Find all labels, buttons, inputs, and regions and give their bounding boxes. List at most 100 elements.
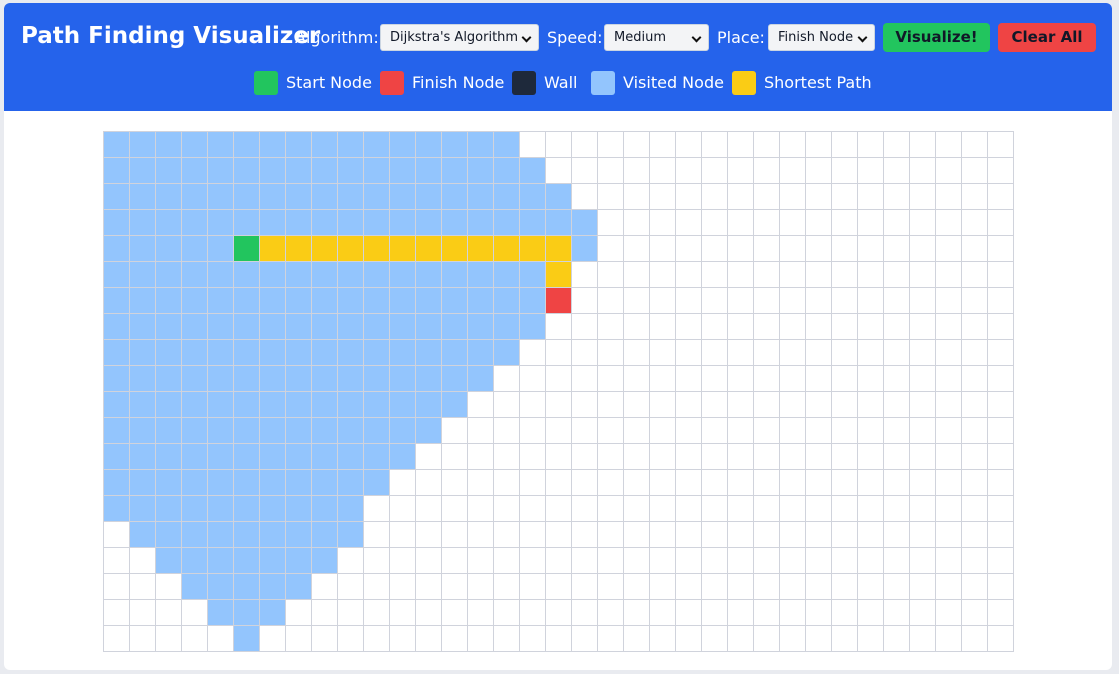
grid-cell[interactable]	[156, 522, 182, 548]
grid-cell[interactable]	[494, 262, 520, 288]
grid-cell[interactable]	[260, 522, 286, 548]
grid-cell[interactable]	[546, 314, 572, 340]
grid-cell[interactable]	[962, 262, 988, 288]
grid-cell[interactable]	[702, 548, 728, 574]
grid-cell[interactable]	[338, 262, 364, 288]
grid-cell[interactable]	[494, 366, 520, 392]
grid-cell[interactable]	[520, 288, 546, 314]
grid-cell[interactable]	[884, 600, 910, 626]
grid-cell[interactable]	[650, 340, 676, 366]
grid-cell[interactable]	[650, 496, 676, 522]
grid-cell[interactable]	[780, 626, 806, 652]
grid-cell[interactable]	[312, 236, 338, 262]
grid-cell[interactable]	[728, 392, 754, 418]
grid-cell[interactable]	[780, 314, 806, 340]
grid-cell[interactable]	[624, 522, 650, 548]
grid-cell[interactable]	[364, 158, 390, 184]
grid-cell[interactable]	[572, 574, 598, 600]
grid-cell[interactable]	[468, 340, 494, 366]
grid-cell[interactable]	[910, 366, 936, 392]
grid-cell[interactable]	[962, 314, 988, 340]
grid-cell[interactable]	[910, 210, 936, 236]
grid-cell[interactable]	[156, 444, 182, 470]
grid-cell[interactable]	[858, 158, 884, 184]
grid-cell[interactable]	[962, 522, 988, 548]
grid-cell[interactable]	[936, 600, 962, 626]
grid-cell[interactable]	[546, 392, 572, 418]
grid-cell[interactable]	[754, 262, 780, 288]
grid-cell[interactable]	[468, 288, 494, 314]
grid-cell[interactable]	[962, 132, 988, 158]
grid-cell[interactable]	[494, 158, 520, 184]
grid-cell[interactable]	[598, 366, 624, 392]
grid-cell[interactable]	[130, 210, 156, 236]
grid-cell[interactable]	[624, 366, 650, 392]
grid-cell[interactable]	[598, 288, 624, 314]
grid-cell[interactable]	[494, 418, 520, 444]
grid-cell[interactable]	[520, 210, 546, 236]
grid-cell[interactable]	[104, 210, 130, 236]
grid-cell[interactable]	[390, 522, 416, 548]
grid-cell[interactable]	[312, 366, 338, 392]
grid-cell[interactable]	[676, 184, 702, 210]
grid-cell[interactable]	[520, 444, 546, 470]
grid-cell[interactable]	[754, 288, 780, 314]
grid-cell[interactable]	[650, 574, 676, 600]
grid-cell[interactable]	[754, 314, 780, 340]
grid-cell[interactable]	[546, 444, 572, 470]
grid-cell[interactable]	[754, 522, 780, 548]
grid-cell[interactable]	[182, 600, 208, 626]
grid-cell[interactable]	[338, 158, 364, 184]
grid-cell[interactable]	[754, 184, 780, 210]
grid-cell[interactable]	[338, 418, 364, 444]
grid-cell[interactable]	[494, 626, 520, 652]
grid-cell[interactable]	[156, 132, 182, 158]
grid-cell[interactable]	[598, 314, 624, 340]
grid-cell[interactable]	[520, 470, 546, 496]
grid-cell[interactable]	[312, 548, 338, 574]
grid-cell[interactable]	[624, 288, 650, 314]
grid-cell[interactable]	[234, 496, 260, 522]
grid-cell[interactable]	[338, 600, 364, 626]
grid-cell[interactable]	[338, 340, 364, 366]
grid-cell[interactable]	[390, 548, 416, 574]
grid-cell[interactable]	[468, 574, 494, 600]
grid-cell[interactable]	[884, 288, 910, 314]
grid-cell[interactable]	[156, 158, 182, 184]
grid-cell[interactable]	[416, 314, 442, 340]
grid-cell[interactable]	[754, 158, 780, 184]
grid-cell[interactable]	[234, 210, 260, 236]
grid-cell[interactable]	[546, 210, 572, 236]
grid-cell[interactable]	[312, 392, 338, 418]
grid-cell[interactable]	[442, 496, 468, 522]
grid-cell[interactable]	[234, 548, 260, 574]
grid-cell[interactable]	[416, 236, 442, 262]
grid-cell[interactable]	[390, 366, 416, 392]
grid-cell[interactable]	[728, 496, 754, 522]
grid-cell[interactable]	[156, 418, 182, 444]
grid-cell[interactable]	[520, 340, 546, 366]
grid-cell[interactable]	[260, 132, 286, 158]
grid-cell[interactable]	[572, 340, 598, 366]
grid-cell[interactable]	[364, 262, 390, 288]
grid-cell[interactable]	[468, 626, 494, 652]
grid-cell[interactable]	[702, 418, 728, 444]
grid-cell[interactable]	[650, 444, 676, 470]
algorithm-select[interactable]: Dijkstra's Algorithm	[380, 24, 539, 51]
grid-cell[interactable]	[832, 496, 858, 522]
grid-cell[interactable]	[208, 366, 234, 392]
grid-cell[interactable]	[572, 314, 598, 340]
grid-cell[interactable]	[234, 158, 260, 184]
grid-cell[interactable]	[130, 288, 156, 314]
grid-cell[interactable]	[182, 444, 208, 470]
grid-cell[interactable]	[338, 444, 364, 470]
grid-cell[interactable]	[702, 340, 728, 366]
grid-cell[interactable]	[234, 184, 260, 210]
grid-cell[interactable]	[104, 626, 130, 652]
grid-cell[interactable]	[754, 626, 780, 652]
grid-cell[interactable]	[780, 522, 806, 548]
grid-cell[interactable]	[442, 444, 468, 470]
grid-cell[interactable]	[286, 496, 312, 522]
grid-cell[interactable]	[442, 626, 468, 652]
grid-cell[interactable]	[494, 236, 520, 262]
